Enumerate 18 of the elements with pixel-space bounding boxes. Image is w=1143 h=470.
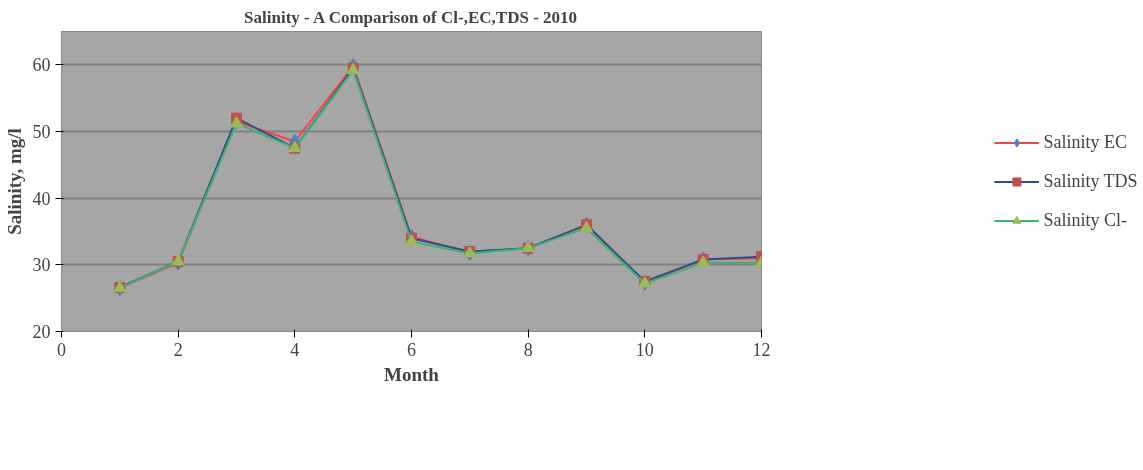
x-tick-label: 12 xyxy=(752,339,771,360)
y-tick-label: 30 xyxy=(32,255,51,276)
legend-label: Salinity EC xyxy=(1043,131,1127,153)
x-tick-label: 8 xyxy=(523,339,533,360)
y-tick-label: 50 xyxy=(32,122,51,142)
y-tick-label: 60 xyxy=(32,55,51,76)
x-tick-label: 0 xyxy=(57,339,66,360)
y-tick-label: 40 xyxy=(32,188,51,209)
legend-label: Salinity Cl- xyxy=(1043,209,1127,231)
y-tick-label: 20 xyxy=(32,322,51,342)
x-tick-label: 2 xyxy=(173,339,183,360)
y-axis-title: Salinity, mg/l xyxy=(3,128,25,235)
x-tick-label: 6 xyxy=(407,339,416,360)
legend-label: Salinity TDS xyxy=(1043,170,1138,192)
x-axis-title: Month xyxy=(384,363,440,385)
x-tick-label: 10 xyxy=(635,339,654,360)
x-tick-label: 4 xyxy=(290,339,300,360)
chart-title: Salinity - A Comparison of Cl-,EC,TDS - 2010 xyxy=(244,7,578,27)
